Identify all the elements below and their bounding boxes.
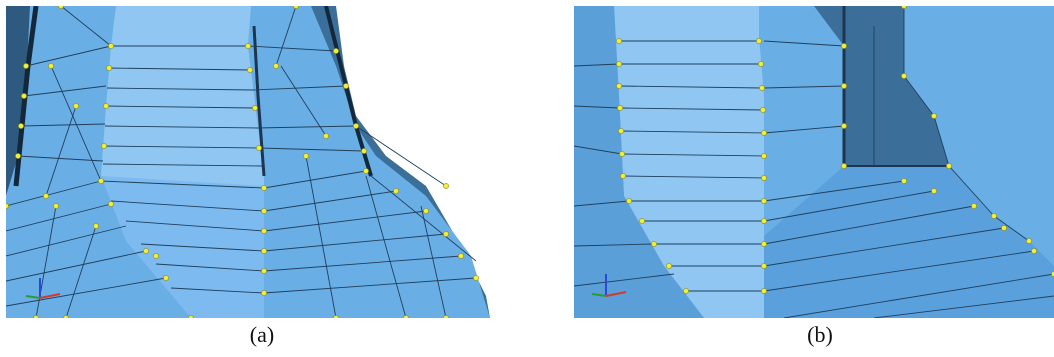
panel-b-nodes (616, 6, 1054, 294)
panel-b-caption: (b) (807, 322, 833, 347)
panel-b-right-upright (814, 6, 949, 166)
panel-b-mesh-view (574, 6, 1054, 318)
panel-a-center-crease (252, 25, 266, 177)
panel-b-axis-triad-icon (591, 274, 627, 297)
panel-a-caption: (a) (249, 322, 275, 347)
panel-a-lower-face (101, 176, 264, 318)
panel-a-svg (6, 6, 490, 318)
panel-a-mesh-view (6, 6, 490, 318)
panel-b-left-face (574, 6, 704, 318)
panel-a-mesh-edges (6, 6, 477, 318)
panel-b-mesh-edges (574, 6, 1054, 318)
panel-b-svg (574, 6, 1054, 318)
panel-b-center-column (614, 6, 764, 318)
panel-a-axis-triad-icon (25, 278, 61, 299)
panel-a-nodes (6, 6, 479, 318)
